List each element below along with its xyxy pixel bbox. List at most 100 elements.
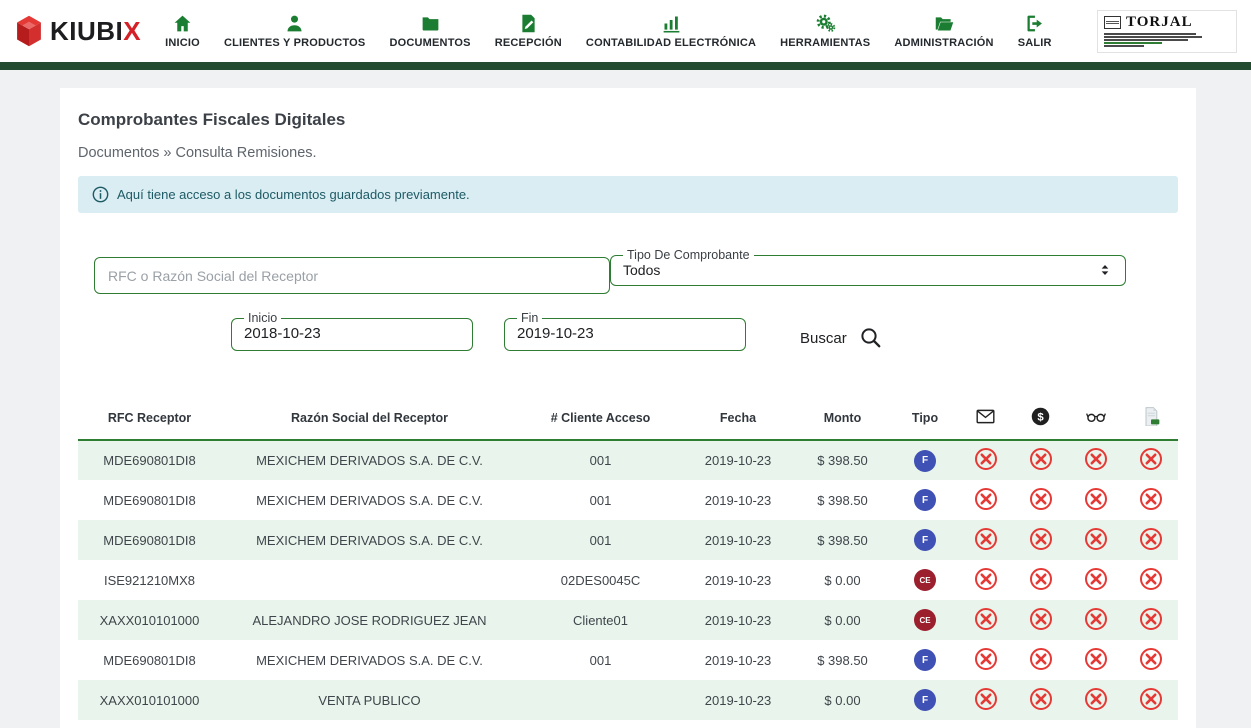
cell-rfc: XAXX010101000: [99, 612, 200, 628]
cell-tipo: F: [892, 640, 958, 680]
cell-tipo: CE: [892, 560, 958, 600]
tipo-comprobante-value: Todos: [623, 262, 661, 278]
inicio-label: Inicio: [248, 311, 278, 325]
payment-cancel-icon[interactable]: [1029, 607, 1053, 631]
cell-mail-action: [958, 560, 1013, 600]
kiubix-cube-icon: [17, 15, 41, 47]
header-fecha: Fecha: [683, 399, 793, 441]
tipo-badge: F: [914, 529, 936, 551]
table-row: ISE921210MX8 02DES0045C 2019-10-23 $ 0.0…: [78, 560, 1178, 600]
svg-text:$: $: [1037, 411, 1044, 423]
cell-razon: MEXICHEM DERIVADOS S.A. DE C.V.: [256, 532, 483, 548]
download-cancel-icon[interactable]: [1139, 607, 1163, 631]
nav-item-administracion[interactable]: ADMINISTRACIÓN: [894, 13, 993, 49]
content-card: Comprobantes Fiscales Digitales Document…: [60, 88, 1196, 728]
header-monto: Monto: [793, 399, 892, 441]
payment-cancel-icon[interactable]: [1029, 567, 1053, 591]
rfc-search-input[interactable]: [94, 257, 610, 294]
view-cancel-icon[interactable]: [1084, 447, 1108, 471]
mail-cancel-icon[interactable]: [974, 487, 998, 511]
nav-item-inicio[interactable]: INICIO: [165, 13, 200, 49]
payment-cancel-icon[interactable]: [1029, 647, 1053, 671]
header-rfc: RFC Receptor: [78, 399, 221, 441]
fin-date-input[interactable]: [517, 325, 733, 342]
nav-item-salir[interactable]: SALIR: [1018, 13, 1052, 49]
mail-cancel-icon[interactable]: [974, 527, 998, 551]
payment-cancel-icon[interactable]: [1029, 487, 1053, 511]
gears-icon: [816, 14, 836, 32]
top-navbar: KIUBIX INICIO CLIENTES Y PRODUCTOS DOCUM…: [0, 0, 1251, 62]
torjal-logo: TORJAL: [1097, 9, 1237, 53]
download-cancel-icon[interactable]: [1139, 487, 1163, 511]
cell-monto: $ 0.00: [824, 692, 861, 708]
alert-text: Aquí tiene acceso a los documentos guard…: [117, 187, 470, 202]
cell-download-action: [1123, 680, 1178, 720]
cell-payment-action: [1013, 680, 1068, 720]
download-cancel-icon[interactable]: [1139, 647, 1163, 671]
file-edit-icon: [522, 14, 535, 33]
cell-razon: MEXICHEM DERIVADOS S.A. DE C.V.: [256, 453, 483, 468]
cell-rfc: MDE690801DI8: [103, 532, 196, 548]
cell-mail-action: [958, 680, 1013, 720]
header-razon-social: Razón Social del Receptor: [221, 399, 518, 441]
table-row: MDE690801DI8 MEXICHEM DERIVADOS S.A. DE …: [78, 520, 1178, 560]
cell-monto: $ 0.00: [824, 572, 861, 588]
download-cancel-icon[interactable]: [1139, 447, 1163, 471]
download-cancel-icon[interactable]: [1139, 527, 1163, 551]
cell-mail-action: [958, 600, 1013, 640]
cell-view-action: [1068, 520, 1123, 560]
buscar-button[interactable]: Buscar: [800, 326, 883, 350]
cell-rfc: XAXX010101000: [99, 692, 200, 708]
header-mail-column: [958, 399, 1013, 441]
payment-cancel-icon[interactable]: [1029, 527, 1053, 551]
fin-date-field[interactable]: Fin: [504, 311, 746, 351]
open-folder-icon: [935, 17, 953, 31]
cell-cliente: 02DES0045C: [560, 572, 641, 588]
inicio-date-field[interactable]: Inicio: [231, 311, 473, 351]
payment-cancel-icon[interactable]: [1029, 447, 1053, 471]
view-cancel-icon[interactable]: [1084, 687, 1108, 711]
cell-tipo: F: [892, 520, 958, 560]
download-cancel-icon[interactable]: [1139, 567, 1163, 591]
info-alert: Aquí tiene acceso a los documentos guard…: [78, 176, 1178, 213]
tipo-badge: CE: [914, 609, 936, 631]
torjal-name: TORJAL: [1126, 13, 1193, 30]
view-cancel-icon[interactable]: [1084, 647, 1108, 671]
cell-tipo: F: [892, 480, 958, 520]
download-cancel-icon[interactable]: [1139, 687, 1163, 711]
cell-cliente: Cliente01: [573, 612, 628, 628]
nav-item-herramientas[interactable]: HERRAMIENTAS: [780, 13, 870, 49]
kiubix-logo[interactable]: KIUBIX: [12, 14, 141, 48]
mail-cancel-icon[interactable]: [974, 687, 998, 711]
main-nav: INICIO CLIENTES Y PRODUCTOS DOCUMENTOS R…: [165, 13, 1052, 49]
glasses-icon: [1085, 405, 1107, 427]
view-cancel-icon[interactable]: [1084, 527, 1108, 551]
tipo-comprobante-select[interactable]: Tipo De Comprobante Todos: [610, 248, 1126, 286]
mail-cancel-icon[interactable]: [974, 447, 998, 471]
mail-cancel-icon[interactable]: [974, 567, 998, 591]
brand-name: KIUBIX: [50, 15, 142, 46]
inicio-date-input[interactable]: [244, 325, 460, 342]
payment-cancel-icon[interactable]: [1029, 687, 1053, 711]
bar-chart-icon: [663, 16, 679, 33]
nav-item-contabilidad-electronica[interactable]: CONTABILIDAD ELECTRÓNICA: [586, 13, 756, 49]
cell-download-action: [1123, 600, 1178, 640]
cell-mail-action: [958, 480, 1013, 520]
nav-item-clientes-y-productos[interactable]: CLIENTES Y PRODUCTOS: [224, 13, 366, 49]
mail-cancel-icon[interactable]: [974, 647, 998, 671]
cell-mail-action: [958, 640, 1013, 680]
tipo-badge: F: [914, 689, 936, 711]
view-cancel-icon[interactable]: [1084, 487, 1108, 511]
mail-cancel-icon[interactable]: [974, 607, 998, 631]
buscar-label: Buscar: [800, 329, 847, 347]
cell-razon: VENTA PUBLICO: [318, 692, 421, 708]
filters-row-2: Inicio Fin Buscar: [231, 311, 1162, 351]
document-icon: [1141, 406, 1161, 426]
table-row: XAXX010101000 VENTA PUBLICO 2019-10-23 $…: [78, 680, 1178, 720]
cell-mail-action: [958, 440, 1013, 480]
view-cancel-icon[interactable]: [1084, 567, 1108, 591]
nav-item-recepcion[interactable]: RECEPCIÓN: [495, 13, 562, 49]
nav-item-documentos[interactable]: DOCUMENTOS: [389, 13, 471, 49]
view-cancel-icon[interactable]: [1084, 607, 1108, 631]
dollar-icon: $: [1030, 406, 1051, 427]
